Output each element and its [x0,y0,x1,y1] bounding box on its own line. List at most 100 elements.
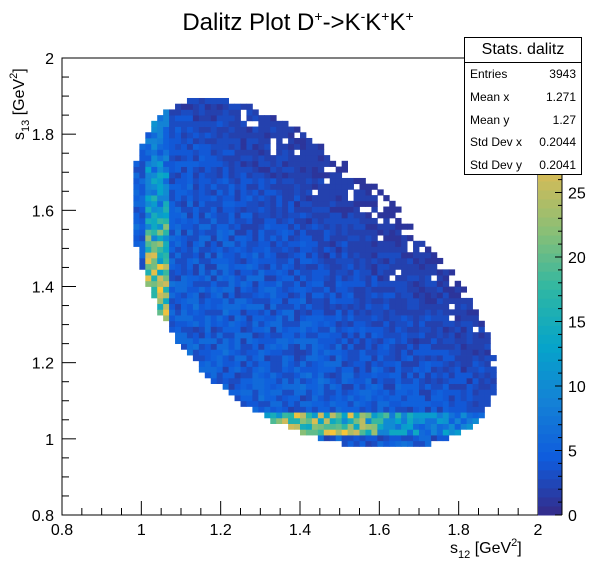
heatmap-cell [305,217,313,225]
heatmap-cell [383,195,390,202]
heatmap-cell [175,195,182,202]
heatmap-cell [300,337,307,345]
heatmap-cell [311,377,319,385]
heatmap-cell [145,195,152,202]
heatmap-cell [228,206,235,213]
heatmap-cell [341,417,348,424]
heatmap-cell [234,326,241,333]
heatmap-cell [234,309,241,316]
heatmap-cell [240,235,247,242]
heatmap-cell [389,297,396,305]
heatmap-cell [264,189,271,196]
heatmap-cell [341,303,348,310]
heatmap-cell [383,337,390,345]
heatmap-cell [133,189,140,196]
heatmap-cell [145,206,152,213]
heatmap-cell [258,177,265,185]
heatmap-cell [436,383,444,390]
heatmap-cell [181,309,188,316]
heatmap-cell [186,160,194,167]
heatmap-cell [240,349,247,356]
heatmap-cell [353,263,360,270]
heatmap-cell [181,320,188,327]
heatmap-cell [323,372,331,379]
heatmap-cell [288,280,295,287]
heatmap-cell [341,435,348,442]
heatmap-cell [157,177,164,185]
heatmap-cell [264,172,271,179]
heatmap-cell [282,286,289,293]
heatmap-cell [442,435,450,442]
heatmap-cell [288,412,295,419]
stats-value: 3943 [549,67,576,81]
heatmap-cell [169,143,176,150]
heatmap-cell [353,332,360,339]
y-tick-label: 1 [45,432,54,449]
heatmap-cell [389,309,396,316]
heatmap-cell [359,349,366,356]
heatmap-cell [335,343,343,350]
heatmap-cell [317,149,325,156]
heatmap-cell [353,377,360,385]
heatmap-cell [305,332,313,339]
heatmap-cell [341,337,348,345]
stats-row-entries: Entries 3943 [465,63,581,86]
colorbar-segment [538,478,562,489]
heatmap-cell [276,292,283,299]
heatmap-cell [252,360,259,367]
heatmap-cell [329,252,337,259]
heatmap-cell [186,343,194,350]
heatmap-cell [210,229,218,236]
heatmap-cell [169,315,176,322]
heatmap-cell [228,303,235,310]
heatmap-cell [276,177,283,185]
heatmap-cell [436,332,444,339]
heatmap-cell [288,377,295,385]
heatmap-cell [210,252,218,259]
heatmap-cell [175,332,182,339]
heatmap-cell [335,355,343,362]
heatmap-cell [264,206,271,213]
heatmap-cell [377,189,384,196]
heatmap-cell [365,412,372,419]
heatmap-cell [216,183,224,190]
heatmap-cell [371,303,378,310]
heatmap-cell [395,383,402,390]
heatmap-cell [234,252,241,259]
heatmap-cell [282,349,289,356]
heatmap-cell [383,400,390,407]
heatmap-cell [424,297,432,305]
heatmap-cell [234,155,241,162]
heatmap-cell [192,126,200,133]
heatmap-cell [192,143,200,150]
heatmap-cell [484,389,491,396]
heatmap-cell [288,229,295,236]
heatmap-cell [288,315,295,322]
heatmap-cell [311,275,319,282]
heatmap-cell [294,320,301,327]
y-tick-label: 1.4 [32,280,54,297]
heatmap-cell [204,263,212,270]
heatmap-cell [389,440,396,447]
heatmap-cell [436,423,444,430]
heatmap-cell [335,349,343,356]
heatmap-cell [270,292,277,299]
heatmap-cell [246,177,253,185]
heatmap-cell [228,292,235,299]
heatmap-cell [282,406,289,413]
heatmap-cell [204,217,212,225]
heatmap-cell [484,395,491,402]
heatmap-cell [258,280,265,287]
heatmap-cell [329,355,337,362]
heatmap-cell [395,217,402,225]
heatmap-cell [210,303,218,310]
heatmap-cell [276,320,283,327]
heatmap-cell [228,246,235,253]
heatmap-cell [401,280,408,287]
colorbar-segment [538,244,562,254]
heatmap-cell [210,126,218,133]
heatmap-cell [175,217,182,225]
heatmap-cell [133,183,140,190]
heatmap-cell [234,360,241,367]
heatmap-cell [371,412,378,419]
